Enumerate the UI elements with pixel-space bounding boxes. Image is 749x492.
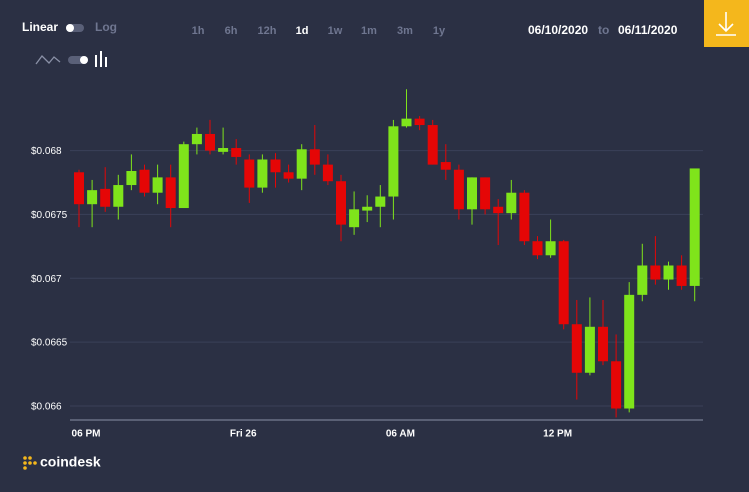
candle-body [165,177,176,209]
candle-body [650,265,661,280]
range-buttons: 1h 6h 12h 1d 1w 1m 3m 1y [192,25,446,37]
candle-body [663,265,674,280]
candle-body [545,241,556,256]
candle-body [467,177,477,210]
candle-body [453,169,464,210]
candle-body [689,168,700,286]
toggle-knob [80,56,88,64]
candle-body [480,177,491,210]
candle-body [322,164,333,182]
range-button[interactable]: 1h [192,25,205,37]
x-tick-label: 06 AM [386,429,415,440]
y-tick-label: $0.068 [31,146,62,157]
date-from[interactable]: 06/10/2020 [528,23,588,37]
candle-body [87,190,98,205]
candle-body [152,177,163,193]
icon-bar [100,51,102,67]
candle-body [244,159,255,188]
candle-body [296,149,307,179]
candle-body [624,294,635,409]
candle-body [414,118,425,126]
y-tick-label: $0.067 [31,274,62,285]
range-button[interactable]: 3m [397,25,413,37]
range-button[interactable]: 12h [258,25,277,37]
candle-body [506,192,517,214]
candle-body [100,188,111,207]
range-button[interactable]: 1d [296,25,309,37]
range-button[interactable]: 1y [433,25,446,37]
candle-body [270,159,281,173]
date-to[interactable]: 06/11/2020 [618,23,678,37]
candle-body [283,172,294,179]
candle-body [191,133,202,145]
date-separator: to [598,23,609,37]
candle-body [375,196,386,207]
candle-body [231,148,242,157]
candle-body [440,162,451,170]
candle-body [388,126,399,197]
y-tick-label: $0.066 [31,402,62,413]
candle-body [257,159,268,188]
candle-body [598,326,608,362]
candle-body [401,118,412,127]
x-tick-label: 06 PM [72,429,101,440]
candle-body [139,169,150,193]
download-icon [716,12,736,36]
candle-body [218,148,229,152]
candle-body [637,265,648,295]
download-button[interactable] [704,0,749,47]
candle-body [676,265,687,286]
y-tick-label: $0.0675 [31,210,68,221]
brand-name: coindesk [40,454,101,470]
range-button[interactable]: 1w [328,25,343,37]
plot-area: $0.066 $0.0665 $0.067 $0.0675 $0.068 06 PM Fri… [31,89,703,440]
candle-icon[interactable] [95,51,107,67]
candle-body [205,133,215,151]
candle-body [493,206,504,214]
toggle-knob [66,24,74,32]
candle-body [349,209,360,228]
log-label[interactable]: Log [95,20,117,34]
candle-body [309,149,320,165]
candle-body [178,144,189,209]
x-tick-label: 12 PM [543,429,572,440]
candle-body [362,206,373,211]
candle-body [427,125,438,165]
range-button[interactable]: 6h [225,25,238,37]
brand-mark [23,456,37,470]
candle-body [74,172,84,205]
candle-body [584,326,595,373]
range-button[interactable]: 1m [361,25,377,37]
line-icon[interactable] [35,55,61,65]
linear-label[interactable]: Linear [22,20,58,34]
candle-body [611,361,622,409]
candle-body [558,241,569,325]
candle-body [532,241,543,256]
icon-bar [95,55,97,67]
candle-body [571,324,582,373]
x-tick-label: Fri 26 [230,429,257,440]
candle-body [336,181,346,225]
candle-body [519,192,530,242]
candle-body [113,185,124,207]
candle-body [126,171,137,186]
brand-logo: coindesk [23,454,101,470]
y-tick-label: $0.0665 [31,338,68,349]
icon-bar [105,57,107,67]
